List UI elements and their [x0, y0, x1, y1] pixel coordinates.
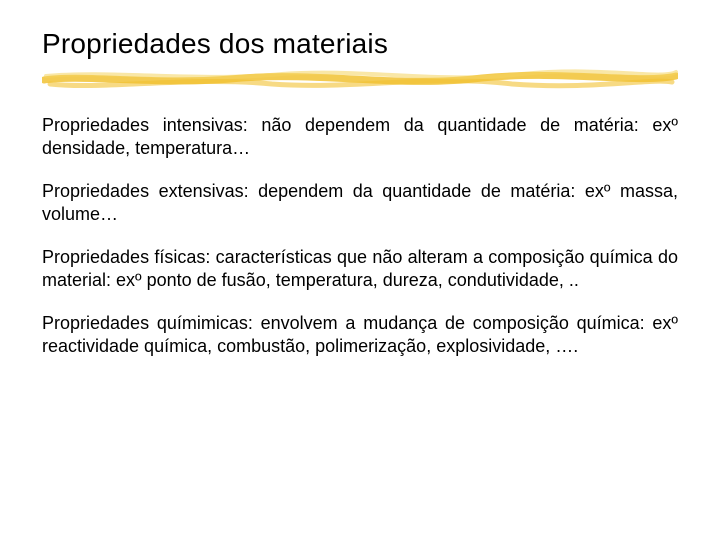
paragraph-extensivas: Propriedades extensivas: dependem da qua… [42, 180, 678, 226]
slide: Propriedades dos materiais Propriedades … [0, 0, 720, 540]
paragraph-fisicas: Propriedades físicas: características qu… [42, 246, 678, 292]
paragraph-intensivas: Propriedades intensivas: não dependem da… [42, 114, 678, 160]
paragraph-quimicas: Propriedades químimicas: envolvem a muda… [42, 312, 678, 358]
page-title: Propriedades dos materiais [42, 28, 678, 60]
title-underline [42, 66, 678, 92]
